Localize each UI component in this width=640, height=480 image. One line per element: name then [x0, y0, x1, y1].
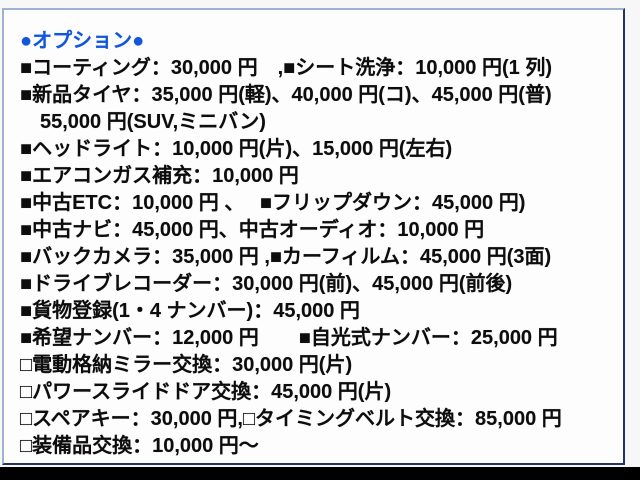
option-line: ■バックカメラ：35,000 円 ,■カーフィルム：45,000 円(3面): [20, 246, 552, 268]
option-line: ■中古ナビ：45,000 円、中古オーディオ：10,000 円: [20, 219, 485, 241]
option-line: ■新品タイヤ：35,000 円(軽)、40,000 円(コ)、45,000 円(…: [20, 84, 552, 106]
section-title: ●オプション●: [20, 30, 145, 52]
option-line: ■貨物登録(1・4 ナンバー)：45,000 円: [20, 300, 360, 322]
option-line: ■ヘッドライト：10,000 円(片)、15,000 円(左右): [20, 138, 453, 160]
option-line: ■中古ETC：10,000 円 、 ■フリップダウン：45,000 円): [20, 192, 526, 214]
options-panel: ●オプション● ■コーティング：30,000 円 ,■シート洗浄：10,000 …: [2, 8, 625, 465]
options-text-block: ●オプション● ■コーティング：30,000 円 ,■シート洗浄：10,000 …: [4, 10, 623, 460]
option-line: ■エアコンガス補充：10,000 円: [20, 165, 299, 187]
option-line: □電動格納ミラー交換：30,000 円(片): [20, 354, 353, 376]
option-line: □スペアキー：30,000 円,□タイミングベルト交換：85,000 円: [20, 408, 562, 430]
option-line: □装備品交換：10,000 円～: [20, 435, 259, 457]
option-line-continuation: 55,000 円(SUV,ミニバン): [20, 111, 266, 133]
option-line: ■希望ナンバー：12,000 円 ■自光式ナンバー：25,000 円: [20, 327, 558, 349]
option-line: □パワースライドドア交換：45,000 円(片): [20, 381, 392, 403]
option-line: ■コーティング：30,000 円 ,■シート洗浄：10,000 円(1 列): [20, 57, 552, 79]
option-line: ■ドライブレコーダー：30,000 円(前)、45,000 円(前後): [20, 273, 513, 295]
bottom-letterbox-bar: [0, 467, 640, 480]
